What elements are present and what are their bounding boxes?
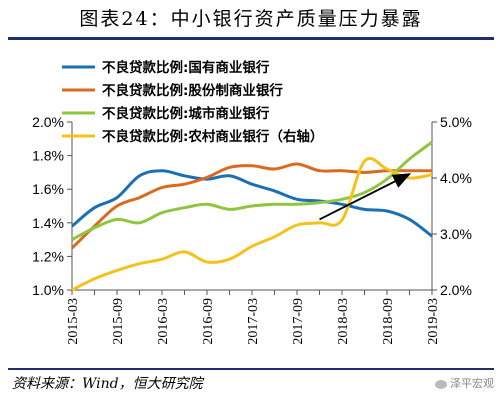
- series-line-1: [71, 169, 433, 238]
- legend-label-1: 不良贷款比例:国有商业银行: [102, 59, 270, 76]
- chart-title: 图表24：中小银行资产质量压力暴露: [79, 8, 423, 30]
- title-rule: [8, 37, 494, 40]
- series-line-3: [71, 141, 433, 241]
- y-tick-label-left: 1.8%: [32, 148, 64, 164]
- x-tick-label: 2016-03: [156, 298, 171, 345]
- y-tick-label-left: 2.0%: [32, 114, 64, 130]
- y-tick-label-right: 4.0%: [440, 170, 472, 186]
- watermark: 泽平宏观: [435, 375, 494, 391]
- x-tick-label: 2017-03: [246, 298, 261, 345]
- y-tick-label-right: 5.0%: [440, 114, 472, 130]
- y-tick-label-right: 3.0%: [440, 226, 472, 242]
- y-tick-label-left: 1.0%: [32, 282, 64, 298]
- legend-label-2: 不良贷款比例:股份制商业银行: [102, 82, 283, 99]
- y-tick-label-left: 1.2%: [32, 248, 64, 264]
- y-tick-label-right: 2.0%: [440, 282, 472, 298]
- series-line-2: [70, 162, 433, 250]
- x-tick-label: 2016-09: [201, 298, 216, 345]
- trend-arrow: [319, 173, 412, 221]
- x-tick-label: 2015-09: [111, 298, 126, 345]
- series-line-4: [71, 156, 433, 292]
- legend-label-3: 不良贷款比例:城市商业银行: [102, 105, 270, 122]
- x-tick-label: 2018-03: [336, 298, 351, 345]
- x-tick-label: 2019-03: [426, 298, 441, 345]
- watermark-label: 泽平宏观: [450, 377, 494, 390]
- source-note: 资料来源：Wind，恒大研究院: [12, 376, 203, 392]
- x-tick-label: 2018-09: [381, 298, 396, 345]
- legend-label-4: 不良贷款比例:农村商业银行（右轴）: [102, 128, 323, 145]
- footer-rule: [8, 368, 494, 370]
- x-tick-label: 2017-09: [291, 298, 306, 345]
- wechat-icon: [435, 379, 447, 389]
- y-tick-label-left: 1.6%: [32, 181, 64, 197]
- y-tick-label-left: 1.4%: [32, 215, 64, 231]
- x-tick-label: 2015-03: [66, 298, 81, 345]
